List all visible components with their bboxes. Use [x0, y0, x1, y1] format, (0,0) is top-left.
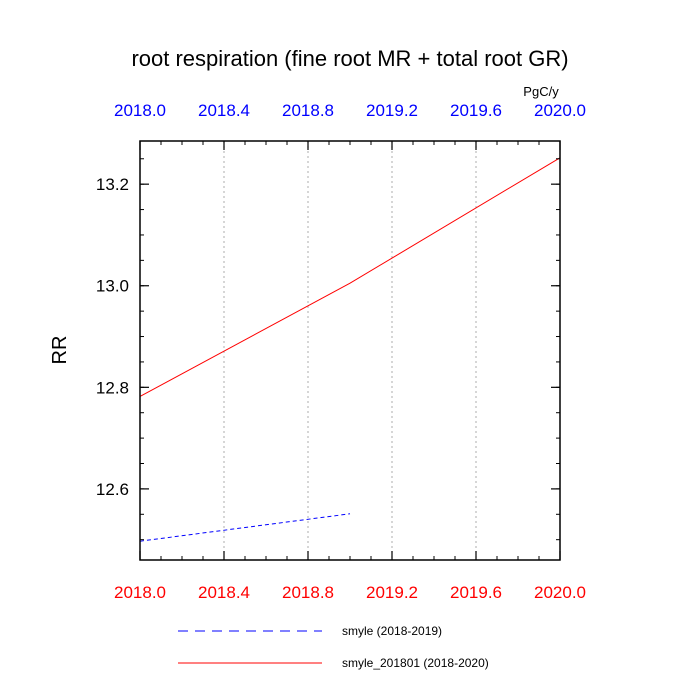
y-tick-label: 12.6: [96, 480, 129, 499]
x-tick-label-bottom: 2020.0: [534, 583, 586, 602]
y-tick-label: 13.0: [96, 277, 129, 296]
x-tick-label-top: 2018.4: [198, 101, 250, 120]
x-tick-label-bottom: 2019.2: [366, 583, 418, 602]
y-axis-label: RR: [49, 336, 71, 365]
legend-label-1: smyle (2018-2019): [342, 624, 442, 638]
x-tick-label-top: 2018.8: [282, 101, 334, 120]
plot-frame: [139, 140, 561, 561]
series-line-2: [139, 157, 561, 397]
chart-title: root respiration (fine root MR + total r…: [131, 46, 568, 71]
x-tick-label-top: 2019.6: [450, 101, 502, 120]
x-tick-label-bottom: 2018.0: [114, 583, 166, 602]
units-label: PgC/y: [523, 84, 559, 99]
x-tick-label-top: 2019.2: [366, 101, 418, 120]
x-tick-label-bottom: 2019.6: [450, 583, 502, 602]
x-tick-label-top: 2018.0: [114, 101, 166, 120]
series-line-1: [139, 513, 351, 542]
legend-label-2: smyle_201801 (2018-2020): [342, 656, 489, 670]
x-tick-label-bottom: 2018.4: [198, 583, 250, 602]
x-tick-label-top: 2020.0: [534, 101, 586, 120]
y-tick-label: 12.8: [96, 378, 129, 397]
y-tick-label: 13.2: [96, 175, 129, 194]
x-tick-label-bottom: 2018.8: [282, 583, 334, 602]
